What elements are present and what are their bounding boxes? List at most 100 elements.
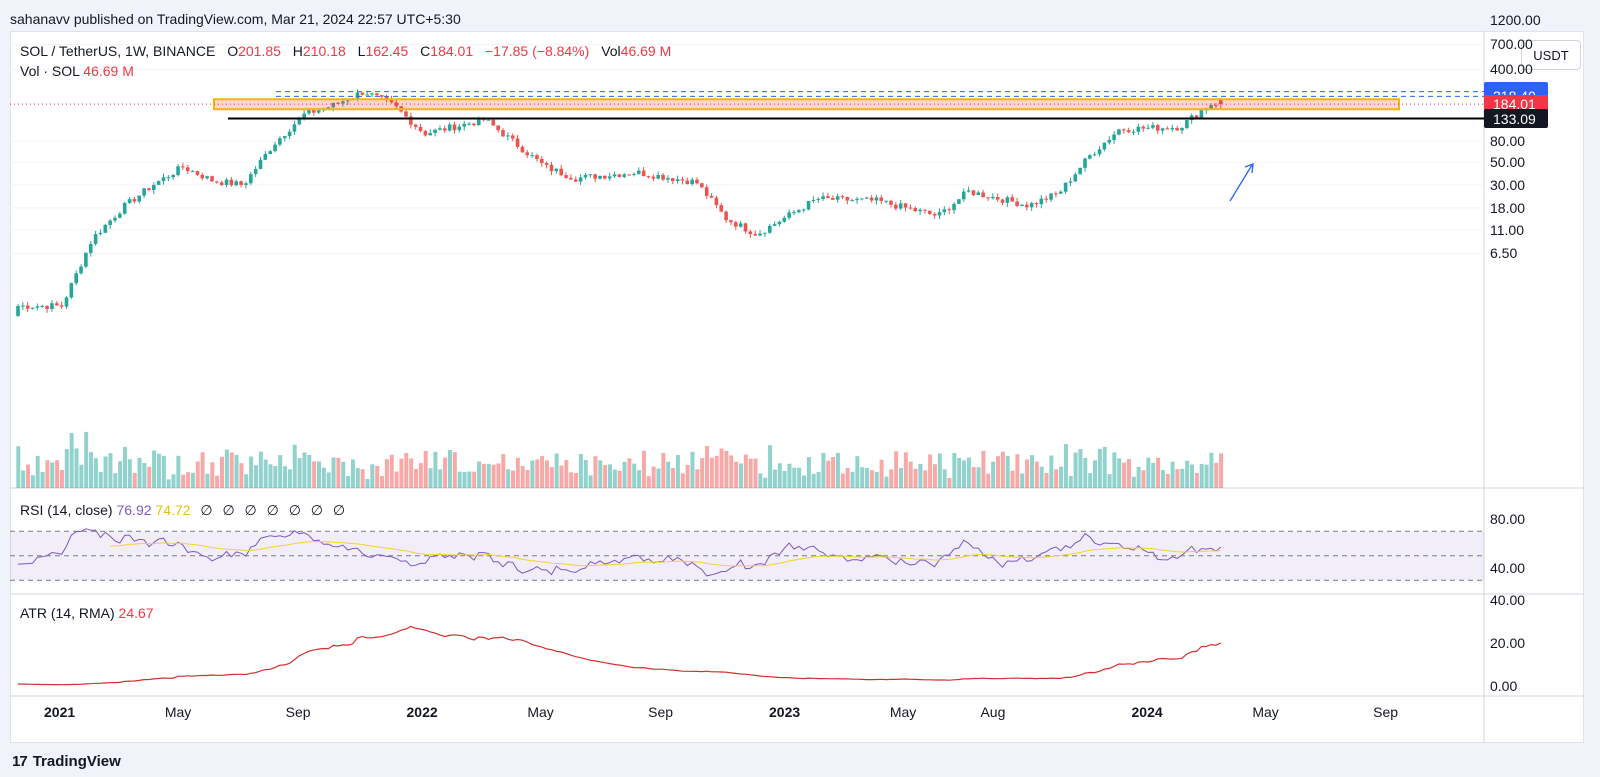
candle-body	[1131, 131, 1136, 133]
candle-body	[312, 109, 316, 113]
volume-bar	[321, 467, 326, 488]
candle-body	[30, 307, 35, 309]
candle-body	[69, 283, 74, 298]
candle-body	[1015, 201, 1019, 207]
volume-bar	[656, 468, 661, 488]
price-axis-label: 700.00	[1490, 36, 1533, 53]
candle-body	[331, 102, 336, 108]
candle-body	[1058, 191, 1063, 194]
volume-bar	[981, 450, 986, 488]
rsi-null-values: ∅ ∅ ∅ ∅ ∅ ∅ ∅	[200, 502, 349, 518]
candle-body	[1122, 129, 1126, 131]
volume-bar	[84, 431, 89, 488]
volume-bar	[612, 469, 617, 488]
volume-bar	[409, 458, 414, 488]
volume-bar	[1029, 455, 1034, 488]
candle-body	[937, 212, 942, 216]
atr-label[interactable]: ATR (14, RMA)	[20, 605, 115, 621]
volume-bar	[690, 451, 695, 488]
volume-bar	[826, 460, 831, 488]
candle-body	[355, 92, 360, 99]
volume-bar	[942, 469, 947, 488]
volume-bar	[1180, 468, 1185, 488]
price-chart[interactable]	[10, 31, 1584, 743]
volume-bar	[142, 463, 147, 488]
candle-body	[219, 182, 224, 186]
candle-body	[273, 144, 277, 152]
volume-bar	[481, 463, 486, 488]
volume-bar	[544, 460, 549, 488]
volume-bar	[1093, 460, 1097, 488]
volume-bar	[336, 457, 341, 488]
volume-bar	[93, 458, 98, 488]
candle-body	[501, 130, 505, 137]
candle-body	[976, 192, 981, 196]
candle-body	[729, 220, 733, 223]
volume-bar	[156, 453, 161, 488]
candle-body	[564, 175, 568, 178]
candle-body	[152, 184, 156, 191]
candle-body	[35, 306, 40, 308]
volume-bar	[443, 457, 448, 488]
volume-bar	[738, 463, 743, 488]
volume-bar	[428, 468, 433, 488]
volume-bar	[884, 476, 889, 488]
candle-body	[496, 125, 500, 131]
candle-body	[307, 109, 311, 114]
volume-bar	[224, 449, 229, 488]
candle-body	[869, 197, 874, 201]
volume-bar	[511, 470, 515, 488]
volume-bar	[132, 473, 137, 488]
candle-body	[1020, 204, 1024, 207]
atr-line	[17, 625, 1222, 686]
volume-bar	[69, 432, 74, 488]
currency-button[interactable]: USDT	[1521, 40, 1581, 70]
candle-body	[942, 209, 947, 213]
candle-body	[1097, 149, 1102, 155]
volume-bar	[239, 463, 244, 488]
candle-body	[249, 174, 253, 184]
candle-body	[1219, 99, 1223, 105]
candle-body	[704, 187, 709, 196]
candle-body	[792, 212, 796, 214]
volume-bar	[399, 458, 404, 488]
volume-bar	[651, 466, 656, 488]
volume-bar	[991, 461, 996, 488]
candle-body	[656, 174, 660, 179]
candle-body	[801, 209, 806, 211]
volume-bar	[103, 456, 108, 488]
rsi-label[interactable]: RSI (14, close)	[20, 502, 113, 518]
candle-body	[268, 151, 272, 155]
candle-body	[777, 221, 782, 225]
tradingview-logo-icon: 17	[12, 753, 28, 770]
volume-bar	[79, 464, 84, 488]
symbol-name[interactable]: SOL / TetherUS, 1W, BINANCE	[20, 43, 216, 59]
candle-body	[646, 176, 651, 178]
volume-bar	[452, 452, 457, 488]
volume-bar	[1165, 474, 1170, 488]
volume-row-label[interactable]: Vol · SOL	[20, 63, 80, 79]
volume-bar	[957, 457, 962, 488]
volume-bar	[772, 469, 777, 488]
volume-bar	[806, 457, 811, 488]
candle-body	[292, 124, 297, 132]
volume-bar	[802, 475, 806, 488]
chart-frame[interactable]	[10, 31, 1584, 743]
volume-bar	[622, 461, 627, 488]
volume-bar	[253, 465, 258, 488]
volume-bar	[161, 455, 166, 488]
volume-bar	[1156, 457, 1161, 488]
tradingview-brand[interactable]: 17 TradingView	[12, 753, 121, 770]
volume-bar	[40, 472, 45, 488]
candle-body	[593, 174, 597, 179]
volume-bar	[680, 473, 685, 488]
volume-bar	[879, 459, 884, 488]
candle-body	[772, 224, 777, 226]
volume-bar	[646, 476, 651, 488]
candle-body	[467, 123, 471, 125]
candle-body	[59, 305, 64, 307]
candle-body	[122, 202, 127, 214]
header-bar: sahanavv published on TradingView.com, M…	[0, 0, 1600, 30]
candle-body	[21, 305, 25, 307]
candle-body	[210, 176, 214, 182]
